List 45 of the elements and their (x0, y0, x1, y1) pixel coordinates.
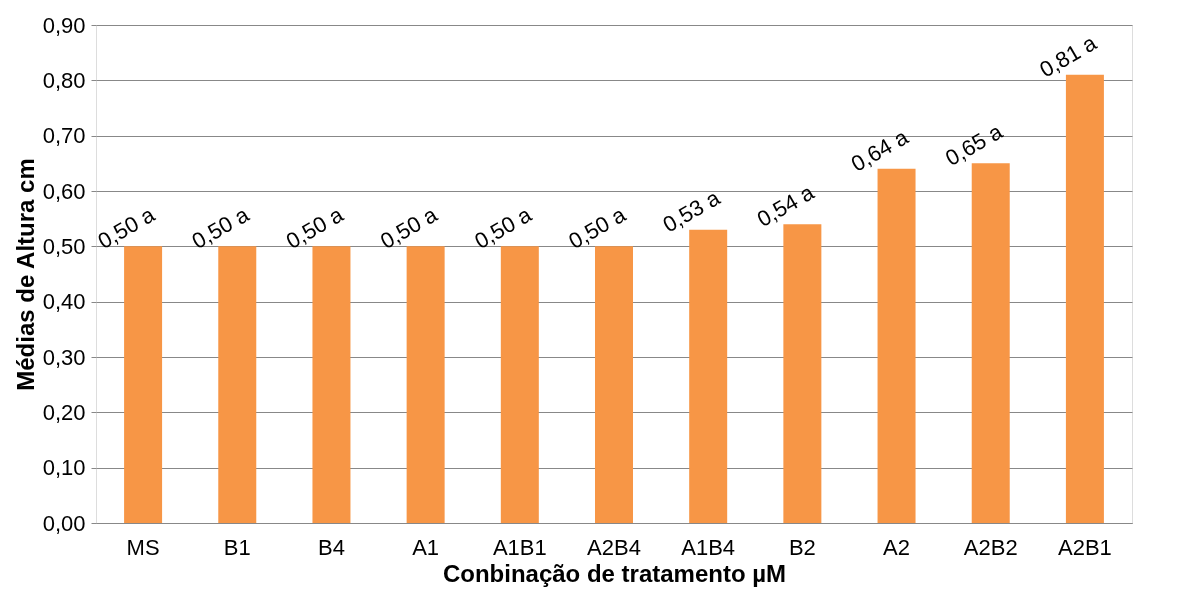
data-label: 0,53 a (658, 184, 725, 238)
x-tick-label: MS (126, 534, 160, 560)
x-tick-label: A2B4 (587, 534, 641, 560)
bar (1065, 74, 1104, 523)
x-tick-label: A1B4 (681, 534, 736, 560)
bar (124, 246, 163, 523)
y-axis-title: Médias de Altura cm (11, 158, 39, 391)
data-label: 0,50 a (470, 201, 537, 254)
x-tick-label: B2 (788, 534, 816, 560)
x-tick-label: B1 (223, 534, 251, 560)
y-tick-label: 0,60 (42, 178, 86, 204)
data-label: 0,81 a (1035, 29, 1102, 83)
y-tick-label: 0,80 (42, 67, 86, 93)
bar (218, 246, 257, 523)
y-tick-label: 0,00 (42, 510, 86, 536)
data-label: 0,50 a (187, 201, 254, 254)
y-tick-label: 0,90 (42, 12, 86, 38)
data-label: 0,50 a (564, 201, 631, 254)
bar (500, 246, 539, 523)
y-tick-label: 0,20 (42, 399, 86, 425)
bar (312, 246, 351, 523)
data-label: 0,50 a (93, 201, 160, 254)
bar (971, 163, 1010, 523)
bar (783, 224, 822, 523)
data-label: 0,50 a (375, 201, 443, 254)
y-tick-label: 0,30 (42, 344, 86, 370)
data-label: 0,65 a (941, 118, 1008, 171)
bar (406, 246, 445, 523)
data-label: 0,64 a (846, 123, 913, 177)
data-label: 0,50 a (281, 201, 348, 254)
x-tick-label: A1B1 (492, 534, 547, 560)
bar (595, 246, 633, 523)
x-tick-label: A2B1 (1058, 534, 1112, 560)
x-tick-label: B4 (317, 534, 345, 560)
x-tick-label: A2 (883, 534, 911, 560)
y-tick-label: 0,10 (42, 455, 86, 481)
bar (877, 168, 916, 523)
y-tick-label: 0,50 (42, 233, 86, 259)
bar (689, 229, 728, 523)
y-tick-label: 0,40 (42, 289, 86, 315)
x-tick-label: A1 (412, 534, 440, 560)
y-tick-label: 0,70 (42, 123, 86, 149)
x-axis-title: Conbinação de tratamento µM (442, 559, 787, 587)
x-tick-label: A2B2 (963, 534, 1018, 560)
data-label: 0,54 a (752, 179, 819, 232)
